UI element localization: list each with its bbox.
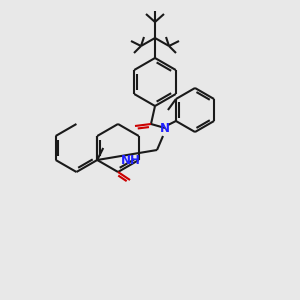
Text: N: N <box>160 122 170 134</box>
Text: NH: NH <box>121 154 141 166</box>
